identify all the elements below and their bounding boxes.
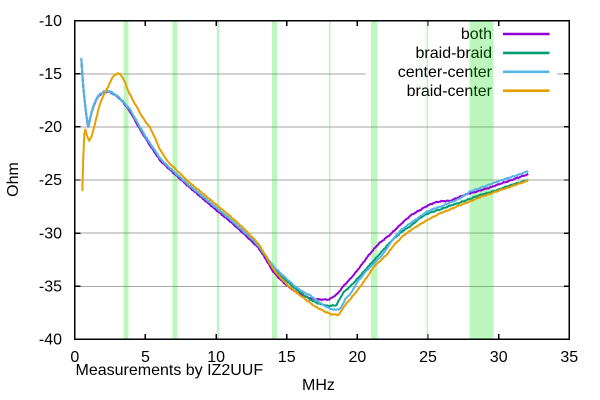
svg-text:-30: -30 — [39, 225, 62, 242]
svg-text:10: 10 — [207, 349, 225, 366]
svg-text:center-center: center-center — [398, 64, 493, 81]
svg-text:braid-center: braid-center — [407, 83, 493, 100]
svg-text:braid-braid: braid-braid — [416, 45, 492, 62]
svg-text:-10: -10 — [39, 13, 62, 30]
svg-text:-15: -15 — [39, 66, 62, 83]
svg-text:15: 15 — [278, 349, 296, 366]
svg-text:-20: -20 — [39, 119, 62, 136]
svg-text:20: 20 — [349, 349, 367, 366]
svg-text:35: 35 — [560, 349, 578, 366]
svg-text:both: both — [461, 26, 492, 43]
svg-text:Ohm: Ohm — [5, 162, 22, 197]
svg-text:25: 25 — [419, 349, 437, 366]
svg-text:5: 5 — [141, 349, 150, 366]
svg-text:0: 0 — [70, 349, 79, 366]
svg-text:-25: -25 — [39, 172, 62, 189]
svg-text:-35: -35 — [39, 279, 62, 296]
svg-text:Measurements by IZ2UUF: Measurements by IZ2UUF — [76, 362, 264, 379]
svg-text:30: 30 — [490, 349, 508, 366]
svg-text:-40: -40 — [39, 332, 62, 349]
svg-text:MHz: MHz — [302, 377, 335, 394]
